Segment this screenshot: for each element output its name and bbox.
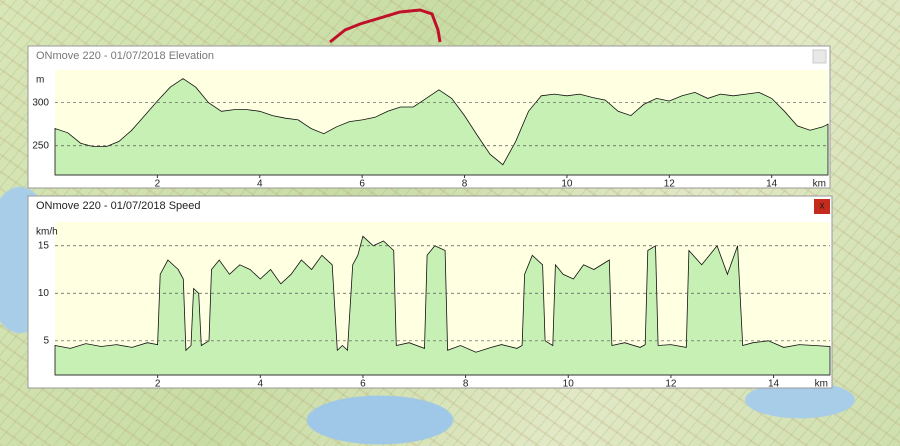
x-tick-label: 10 [563,379,575,390]
y-tick-label: 15 [38,240,50,251]
route [329,8,442,44]
y-tick-label: 300 [32,97,49,108]
y-unit-label: m [36,75,44,86]
x-tick-label: 14 [766,179,778,190]
area [54,78,829,176]
x-tick-label: 14 [768,379,780,390]
x-tick-label: 12 [664,179,676,190]
x-tick-label: 4 [258,379,264,390]
y-tick-label: 10 [38,288,50,299]
close-button[interactable] [814,199,830,214]
area [54,235,831,376]
window-title: ONmove 220 - 01/07/2018 Speed [36,200,201,212]
x-unit-label: km [815,379,828,390]
close-button[interactable] [812,49,827,64]
x-tick-label: 8 [463,379,469,390]
x-tick-label: 2 [155,379,161,390]
y-tick-label: 250 [32,140,49,151]
x-tick-label: 6 [359,179,365,190]
x-tick-label: 4 [257,179,263,190]
x-tick-label: 6 [360,379,366,390]
x-unit-label: km [813,179,826,190]
y-unit-label: km/h [36,227,58,238]
x-tick-label: 12 [665,379,677,390]
x-tick-label: 2 [155,179,161,190]
x-tick-label: 8 [462,179,468,190]
close-label[interactable]: x [820,201,825,212]
x-tick-label: 10 [561,179,573,190]
window-title: ONmove 220 - 01/07/2018 Elevation [36,50,214,62]
y-tick-label: 5 [43,335,49,346]
